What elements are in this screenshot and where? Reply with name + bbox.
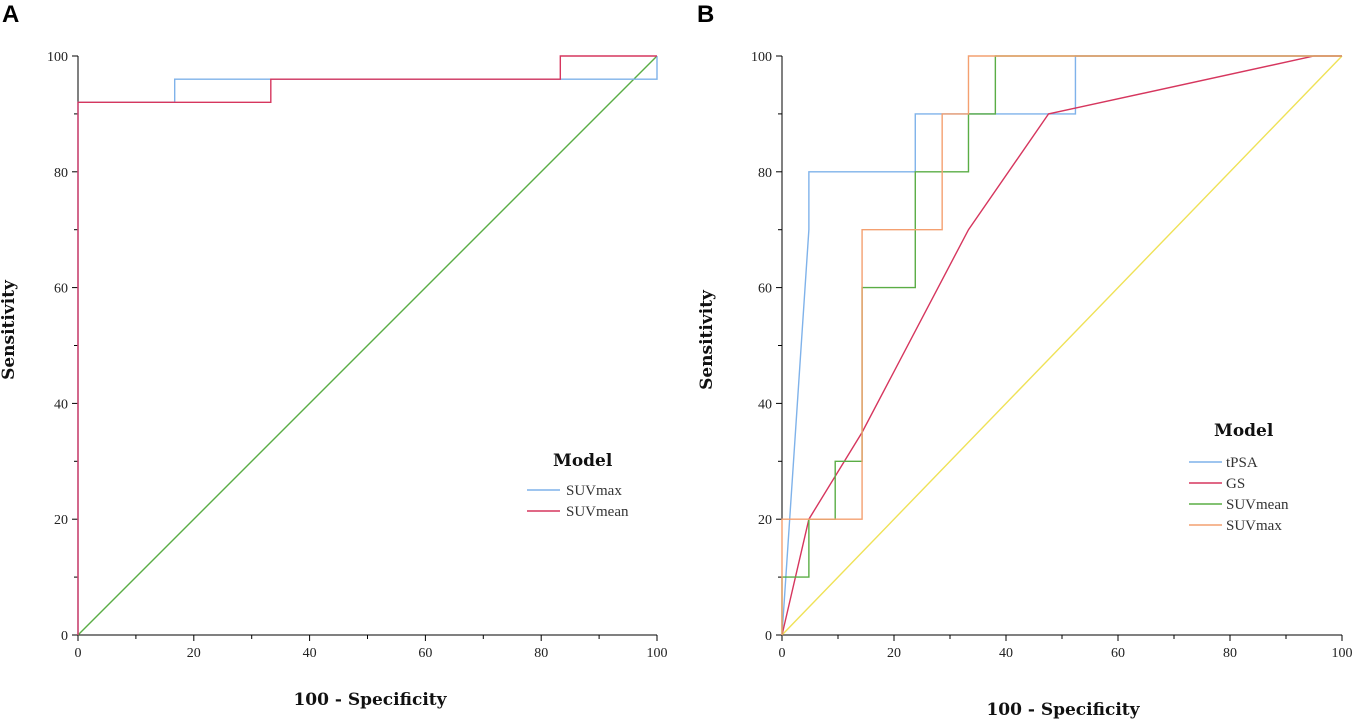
y-tick-label: 20 bbox=[54, 513, 68, 528]
x-tick-label: 60 bbox=[1111, 646, 1125, 661]
x-tick-label: 0 bbox=[75, 646, 82, 661]
panel-label: B bbox=[697, 1, 714, 28]
x-tick-label: 60 bbox=[418, 646, 432, 661]
y-tick-label: 40 bbox=[54, 397, 68, 412]
legend-title: Model bbox=[1214, 421, 1274, 441]
y-tick-label: 0 bbox=[765, 629, 772, 644]
x-tick-label: 100 bbox=[1332, 646, 1353, 661]
x-tick-label: 80 bbox=[534, 646, 548, 661]
x-axis-title: 100 - Specificity bbox=[293, 690, 447, 710]
legend-label-tpsa: tPSA bbox=[1226, 455, 1258, 471]
series-line-suvmean bbox=[77, 55, 657, 635]
legend: Model tPSA GS SUVmean SUVmax bbox=[1189, 421, 1289, 534]
y-tick-label: 60 bbox=[758, 282, 772, 297]
y-tick-label: 100 bbox=[47, 50, 68, 65]
x-tick-label: 80 bbox=[1223, 646, 1237, 661]
panel-a: A 0 20 40 60 80 100 0 20 40 60 80 100 100 - Specifici… bbox=[0, 1, 668, 710]
legend-label-suvmean: SUVmean bbox=[566, 504, 629, 520]
series-line-gs bbox=[781, 55, 1342, 636]
series-line-reference bbox=[77, 55, 658, 636]
legend-label-suvmean: SUVmean bbox=[1226, 497, 1289, 513]
y-tick-label: 100 bbox=[751, 50, 772, 65]
legend-label-suvmax: SUVmax bbox=[566, 483, 622, 499]
panel-b: B 0 20 40 60 80 100 0 20 40 60 80 100 100 - Specifici… bbox=[697, 1, 1353, 720]
y-tick-label: 80 bbox=[54, 166, 68, 181]
legend-title: Model bbox=[553, 451, 613, 471]
x-tick-label: 40 bbox=[303, 646, 317, 661]
x-tick-label: 40 bbox=[999, 646, 1013, 661]
legend: Model SUVmax SUVmean bbox=[527, 451, 629, 520]
x-tick-label: 100 bbox=[647, 646, 668, 661]
series-line-suvmax bbox=[781, 55, 1342, 635]
series-line-reference bbox=[781, 55, 1343, 636]
y-axis-title: Sensitivity bbox=[0, 279, 19, 380]
y-axis-title: Sensitivity bbox=[697, 289, 717, 390]
y-tick-label: 20 bbox=[758, 513, 772, 528]
y-tick-label: 0 bbox=[61, 629, 68, 644]
panel-label: A bbox=[2, 1, 19, 28]
y-tick-label: 60 bbox=[54, 282, 68, 297]
y-tick-label: 40 bbox=[758, 397, 772, 412]
legend-label-suvmax: SUVmax bbox=[1226, 518, 1282, 534]
x-axis-title: 100 - Specificity bbox=[986, 700, 1140, 720]
y-tick-label: 80 bbox=[758, 166, 772, 181]
x-tick-label: 0 bbox=[779, 646, 786, 661]
x-tick-label: 20 bbox=[187, 646, 201, 661]
legend-label-gs: GS bbox=[1226, 476, 1245, 492]
x-tick-label: 20 bbox=[887, 646, 901, 661]
series-line-tpsa bbox=[781, 55, 1342, 636]
